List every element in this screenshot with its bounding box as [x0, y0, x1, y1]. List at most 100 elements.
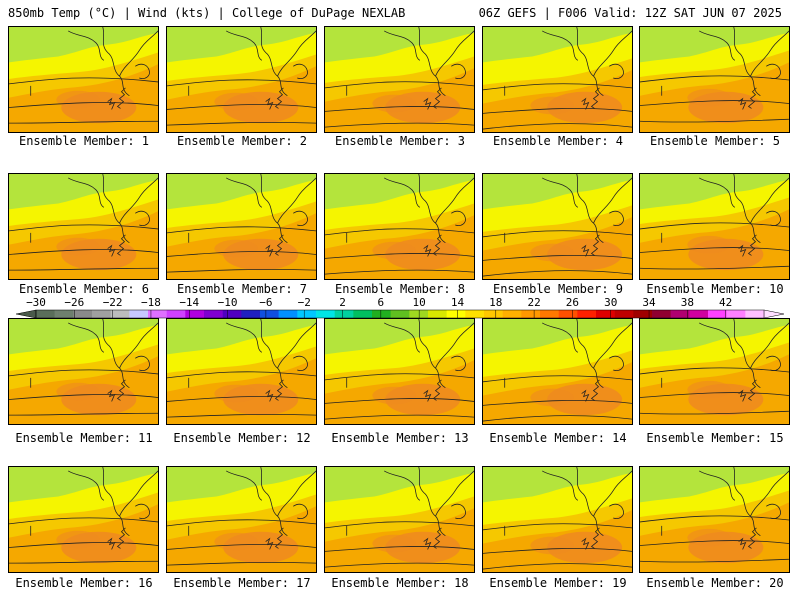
ensemble-member-label: Ensemble Member: 20 [646, 576, 784, 590]
temperature-map [483, 319, 632, 424]
colorbar-tick-label: 26 [566, 296, 579, 309]
ensemble-map-panel [8, 26, 159, 133]
ensemble-map-panel [8, 318, 159, 425]
ensemble-member-label: Ensemble Member: 3 [334, 134, 466, 148]
ensemble-member-label: Ensemble Member: 5 [649, 134, 781, 148]
colorbar-tick-label: 6 [378, 296, 385, 309]
colorbar-swatch [204, 310, 223, 318]
colorbar-swatch [465, 310, 485, 318]
colorbar-swatch [670, 310, 690, 318]
colorbar-swatch [596, 310, 615, 318]
colorbar-tick-label: 38 [681, 296, 694, 309]
temperature-map [640, 27, 789, 132]
colorbar-tick-label: −2 [298, 296, 311, 309]
ensemble-map-panel [166, 466, 317, 573]
ensemble-map-panel [639, 26, 790, 133]
temperature-map [640, 319, 789, 424]
ensemble-map-panel [324, 173, 475, 280]
temperature-map [167, 319, 316, 424]
ensemble-map-panel [482, 466, 633, 573]
ensemble-map-panel [482, 318, 633, 425]
ensemble-member-label: Ensemble Member: 8 [334, 282, 466, 296]
colorbar-swatch [614, 310, 634, 318]
temperature-map [640, 467, 789, 572]
temperature-map [483, 467, 632, 572]
colorbar-swatch [110, 310, 130, 318]
model-run-valid-time: 06Z GEFS | F006 Valid: 12Z SAT JUN 07 20… [478, 6, 782, 20]
colorbar-tick-label: −6 [259, 296, 272, 309]
colorbar-swatch [745, 310, 765, 318]
temperature-map [325, 319, 474, 424]
temperature-map [167, 174, 316, 279]
ensemble-member-label: Ensemble Member: 6 [18, 282, 150, 296]
colorbar-swatch [502, 310, 522, 318]
ensemble-map-panel [166, 318, 317, 425]
colorbar-tick-label: −26 [64, 296, 84, 309]
temperature-map [9, 27, 158, 132]
colorbar-swatch [222, 310, 242, 318]
colorbar-swatch [334, 310, 354, 318]
colorbar-swatch [166, 310, 186, 318]
temperature-map [9, 174, 158, 279]
colorbar-swatch [241, 310, 261, 318]
ensemble-member-label: Ensemble Member: 18 [331, 576, 469, 590]
ensemble-map-panel [8, 173, 159, 280]
colorbar-swatch [689, 310, 709, 318]
colorbar-tick-label: −10 [218, 296, 238, 309]
colorbar-tick-label: −18 [141, 296, 161, 309]
temperature-map [9, 467, 158, 572]
colorbar-swatch [652, 310, 671, 318]
ensemble-member-label: Ensemble Member: 9 [492, 282, 624, 296]
temperature-map [325, 174, 474, 279]
colorbar-swatch [278, 310, 298, 318]
ensemble-member-label: Ensemble Member: 14 [489, 431, 627, 445]
temperature-map [167, 27, 316, 132]
colorbar-swatch [428, 310, 447, 318]
colorbar-swatch [54, 310, 74, 318]
colorbar-swatch [390, 310, 410, 318]
colorbar-tick-label: 14 [451, 296, 465, 309]
ensemble-member-label: Ensemble Member: 10 [646, 282, 784, 296]
ensemble-member-label: Ensemble Member: 15 [646, 431, 784, 445]
colorbar-swatch [36, 310, 55, 318]
colorbar-swatch [446, 310, 466, 318]
colorbar-swatch [297, 310, 317, 318]
ensemble-member-label: Ensemble Member: 1 [18, 134, 150, 148]
ensemble-map-panel [166, 173, 317, 280]
colorbar-tick-label: 18 [489, 296, 502, 309]
colorbar-swatch [372, 310, 391, 318]
ensemble-map-panel [639, 318, 790, 425]
colorbar-left-arrow [15, 309, 37, 319]
ensemble-map-panel [639, 173, 790, 280]
colorbar-swatch [92, 310, 111, 318]
ensemble-member-label: Ensemble Member: 17 [173, 576, 311, 590]
temperature-map [9, 319, 158, 424]
colorbar-swatch [73, 310, 93, 318]
colorbar-swatch [148, 310, 167, 318]
colorbar-swatch [129, 310, 149, 318]
ensemble-map-panel [324, 26, 475, 133]
colorbar-tick-label: 2 [339, 296, 346, 309]
header: 850mb Temp (°C) | Wind (kts) | College o… [6, 6, 794, 22]
colorbar-tick-label: −14 [179, 296, 199, 309]
temperature-map [483, 174, 632, 279]
ensemble-map-panel [8, 466, 159, 573]
colorbar-right-arrow [763, 309, 785, 319]
ensemble-map-panel [482, 26, 633, 133]
colorbar-tick-label: −22 [103, 296, 123, 309]
colorbar-tick-label: 10 [413, 296, 426, 309]
ensemble-map-panel [324, 466, 475, 573]
colorbar-swatch [558, 310, 578, 318]
colorbar-swatch [540, 310, 559, 318]
ensemble-member-label: Ensemble Member: 7 [176, 282, 308, 296]
ensemble-member-label: Ensemble Member: 13 [331, 431, 469, 445]
ensemble-map-panel [324, 318, 475, 425]
colorbar-swatch [409, 310, 429, 318]
temperature-map [640, 174, 789, 279]
colorbar-swatch [577, 310, 597, 318]
colorbar-tick-label: 42 [719, 296, 732, 309]
colorbar-tick-label: 30 [604, 296, 617, 309]
colorbar-swatch [260, 310, 279, 318]
ensemble-member-label: Ensemble Member: 12 [173, 431, 311, 445]
ensemble-member-label: Ensemble Member: 19 [489, 576, 627, 590]
